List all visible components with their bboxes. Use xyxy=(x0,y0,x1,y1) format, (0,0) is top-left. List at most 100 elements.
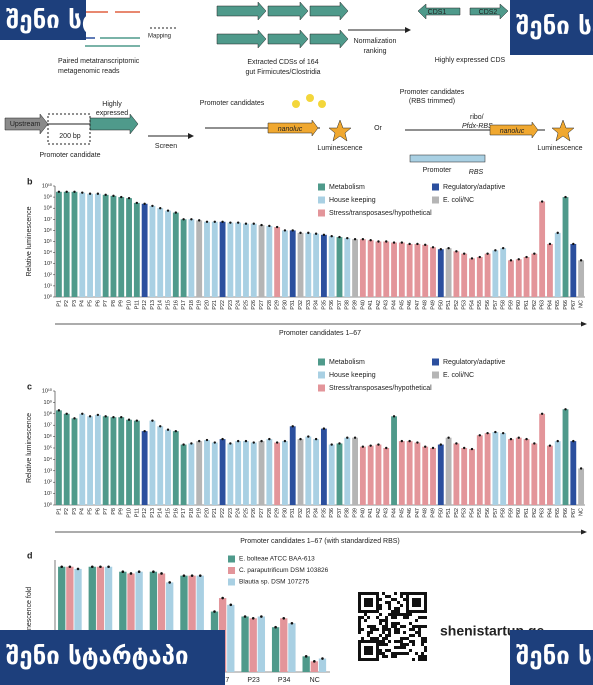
x-tick-label: P23 xyxy=(228,508,234,518)
qr-module xyxy=(391,655,394,658)
qr-module xyxy=(367,631,370,634)
qr-module xyxy=(361,628,364,631)
x-tick-label: P41 xyxy=(368,508,374,518)
legend-swatch xyxy=(318,183,325,191)
bar xyxy=(352,239,358,297)
panel-label: b xyxy=(27,176,33,186)
qr-module xyxy=(373,658,376,661)
bar xyxy=(79,192,86,297)
data-point xyxy=(121,570,125,574)
x-tick-label: P45 xyxy=(399,300,405,310)
y-tick-label: 10³ xyxy=(44,468,52,474)
data-point xyxy=(104,415,107,418)
watermark-text: შენი სტარტაპი xyxy=(516,12,593,40)
qr-module xyxy=(406,613,409,616)
qr-module xyxy=(403,646,406,649)
qr-module xyxy=(388,607,391,610)
qr-module xyxy=(397,628,400,631)
qr-module xyxy=(367,598,370,601)
qr-module xyxy=(370,604,373,607)
qr-module xyxy=(364,649,367,652)
y-tick-label: 10² xyxy=(44,480,52,486)
qr-module xyxy=(385,655,388,658)
data-point xyxy=(112,194,115,198)
qr-module xyxy=(358,601,361,604)
data-point xyxy=(377,240,380,243)
legend-label: Metabolism xyxy=(329,359,365,366)
legend-label: E. coli/NC xyxy=(443,372,474,379)
qr-module xyxy=(376,616,379,619)
qr-module xyxy=(394,655,397,658)
x-tick-label: P37 xyxy=(337,300,343,310)
x-tick-label: P8 xyxy=(111,300,117,307)
y-tick-label: 10¹ xyxy=(44,283,52,289)
y-tick-label: 10² xyxy=(44,272,52,278)
qr-module xyxy=(403,643,406,646)
x-tick-label: P54 xyxy=(469,508,475,518)
qr-module xyxy=(406,595,409,598)
data-point xyxy=(190,218,193,221)
data-point xyxy=(361,445,365,448)
data-point xyxy=(143,429,146,433)
x-tick-label: P66 xyxy=(563,300,569,310)
bar xyxy=(282,441,288,505)
x-tick-label: P43 xyxy=(384,508,390,518)
bar xyxy=(461,253,468,297)
qr-module xyxy=(409,628,412,631)
bar xyxy=(166,582,174,672)
data-point xyxy=(307,231,310,235)
qr-module xyxy=(397,613,400,616)
x-tick-label: P65 xyxy=(555,300,561,310)
data-point xyxy=(540,200,544,203)
data-point xyxy=(81,191,84,194)
bar xyxy=(352,437,358,505)
qr-module xyxy=(421,640,424,643)
qr-module xyxy=(400,595,403,598)
bar xyxy=(219,439,226,505)
bar xyxy=(79,413,86,505)
y-tick-label: 10⁹ xyxy=(44,194,52,201)
qr-module xyxy=(421,610,424,613)
bar xyxy=(320,428,327,505)
qr-module xyxy=(421,592,424,595)
bar xyxy=(157,426,164,505)
qr-module xyxy=(418,610,421,613)
x-tick-label: P57 xyxy=(493,300,499,310)
bar xyxy=(211,442,218,505)
data-point xyxy=(182,574,186,577)
bar xyxy=(118,197,125,297)
data-point xyxy=(252,222,255,225)
bar xyxy=(258,225,265,297)
qr-module xyxy=(358,646,361,649)
qr-module xyxy=(406,637,409,640)
x-tick-label: P56 xyxy=(485,508,491,518)
qr-module xyxy=(361,616,364,619)
bar xyxy=(235,441,242,505)
bar xyxy=(305,436,312,505)
qr-module xyxy=(388,634,391,637)
qr-module xyxy=(421,616,424,619)
bar xyxy=(336,237,343,297)
legend-swatch xyxy=(318,196,325,204)
label: Promoter candidates xyxy=(400,89,465,96)
x-tick-label: P55 xyxy=(477,300,483,310)
bar xyxy=(157,208,164,297)
data-point xyxy=(213,220,216,223)
qr-module xyxy=(376,610,379,613)
qr-module xyxy=(376,604,379,607)
data-point xyxy=(314,232,318,235)
bar xyxy=(135,571,143,672)
x-tick-label: P53 xyxy=(462,300,468,310)
qr-module xyxy=(409,640,412,643)
data-point xyxy=(127,196,131,200)
data-point xyxy=(501,246,505,250)
x-tick-label: P49 xyxy=(430,300,436,310)
x-tick-label: P10 xyxy=(126,508,132,518)
qr-module xyxy=(373,640,376,643)
data-point xyxy=(65,412,68,415)
label: Highly expressed CDS xyxy=(435,57,506,64)
legend-label: House keeping xyxy=(329,197,376,204)
x-tick-label: P19 xyxy=(197,300,203,310)
bar xyxy=(492,432,499,505)
bar xyxy=(63,413,70,505)
